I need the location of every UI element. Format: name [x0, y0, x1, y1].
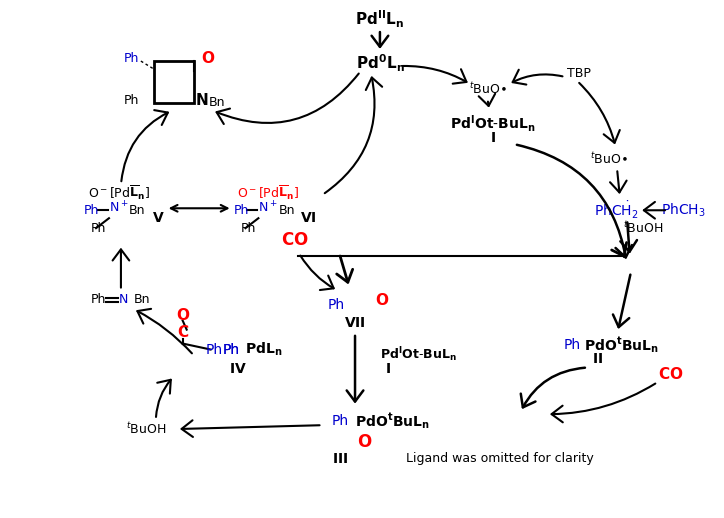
- Text: PhCH$_3$: PhCH$_3$: [661, 202, 706, 219]
- Text: $\mathbf{CO}$: $\mathbf{CO}$: [282, 231, 309, 249]
- Text: $\mathbf{V}$: $\mathbf{V}$: [153, 211, 165, 225]
- Text: $\mathbf{I}$: $\mathbf{I}$: [385, 363, 391, 377]
- Text: $^t$BuOH: $^t$BuOH: [623, 220, 663, 236]
- Text: N$^+$: N$^+$: [258, 200, 278, 216]
- Text: $\mathbf{III}$: $\mathbf{III}$: [332, 452, 348, 466]
- Text: $\mathbf{O}$: $\mathbf{O}$: [375, 292, 390, 308]
- Text: $\mathbf{VII}$: $\mathbf{VII}$: [344, 315, 366, 329]
- Text: $\mathbf{Pd^IOt\text{-}BuL_n}$: $\mathbf{Pd^IOt\text{-}BuL_n}$: [380, 345, 457, 364]
- Text: $\mathbf{II}$: $\mathbf{II}$: [592, 352, 602, 366]
- Text: $^t$BuOH: $^t$BuOH: [126, 421, 166, 437]
- Text: $\mathbf{O}$: $\mathbf{O}$: [358, 433, 373, 451]
- Text: $\mathbf{Pd^{II}L_n}$: $\mathbf{Pd^{II}L_n}$: [355, 9, 405, 30]
- Text: Ph: Ph: [240, 222, 256, 235]
- Text: Ph: Ph: [222, 342, 240, 356]
- Text: $\mathbf{VI}$: $\mathbf{VI}$: [300, 211, 316, 225]
- Text: Ph: Ph: [327, 298, 344, 312]
- Text: Bn: Bn: [209, 96, 225, 109]
- Text: Ph: Ph: [84, 204, 99, 217]
- Text: Ph: Ph: [564, 338, 581, 352]
- Text: Ph: Ph: [234, 204, 249, 217]
- Text: Ph: Ph: [91, 222, 106, 235]
- Text: TBP: TBP: [567, 66, 591, 79]
- Text: $\mathbf{CO}$: $\mathbf{CO}$: [658, 366, 683, 382]
- Text: Ph: Ph: [124, 94, 139, 107]
- Text: PhC$\dot{\rm H}_2$: PhC$\dot{\rm H}_2$: [594, 200, 639, 221]
- Text: Ph: Ph: [124, 52, 139, 65]
- Text: O$^-$[Pd$\mathbf{\overline{L}_n}$]: O$^-$[Pd$\mathbf{\overline{L}_n}$]: [88, 184, 150, 203]
- Text: $\mathbf{PdO^tBuL_n}$: $\mathbf{PdO^tBuL_n}$: [355, 411, 430, 431]
- Text: Bn: Bn: [278, 204, 295, 217]
- Text: $\mathbf{PdO^tBuL_n}$: $\mathbf{PdO^tBuL_n}$: [584, 335, 659, 354]
- Text: $\mathbf{O}$: $\mathbf{O}$: [201, 50, 215, 66]
- Text: $\mathbf{Pd^IOt\text{-}BuL_n}$: $\mathbf{Pd^IOt\text{-}BuL_n}$: [450, 113, 535, 134]
- Text: $^t$BuO$\bullet$: $^t$BuO$\bullet$: [468, 81, 507, 97]
- Text: Ph: Ph: [206, 342, 222, 356]
- Text: Ligand was omitted for clarity: Ligand was omitted for clarity: [405, 452, 594, 465]
- Text: O$^-$[Pd$\mathbf{\overline{L}_n}$]: O$^-$[Pd$\mathbf{\overline{L}_n}$]: [237, 184, 299, 203]
- Text: $\mathbf{O}$: $\mathbf{O}$: [175, 307, 190, 323]
- Text: $^t$BuO$\bullet$: $^t$BuO$\bullet$: [590, 151, 628, 166]
- Text: $\mathbf{Pd^0L_n}$: $\mathbf{Pd^0L_n}$: [355, 52, 404, 74]
- Text: N: N: [195, 93, 209, 108]
- Text: $\mathbf{IV}$: $\mathbf{IV}$: [229, 363, 246, 377]
- Text: N$^+$: N$^+$: [109, 200, 129, 216]
- Text: Ph: Ph: [332, 414, 349, 428]
- Text: Ph: Ph: [222, 342, 240, 356]
- Text: N: N: [119, 293, 128, 306]
- Text: $\mathbf{I}$: $\mathbf{I}$: [489, 131, 495, 145]
- Text: Ph: Ph: [91, 293, 106, 306]
- Text: Bn: Bn: [134, 293, 151, 306]
- Text: $\mathbf{C}$: $\mathbf{C}$: [177, 324, 189, 340]
- Text: $\mathbf{PdL_n}$: $\mathbf{PdL_n}$: [245, 341, 283, 358]
- Text: Bn: Bn: [129, 204, 146, 217]
